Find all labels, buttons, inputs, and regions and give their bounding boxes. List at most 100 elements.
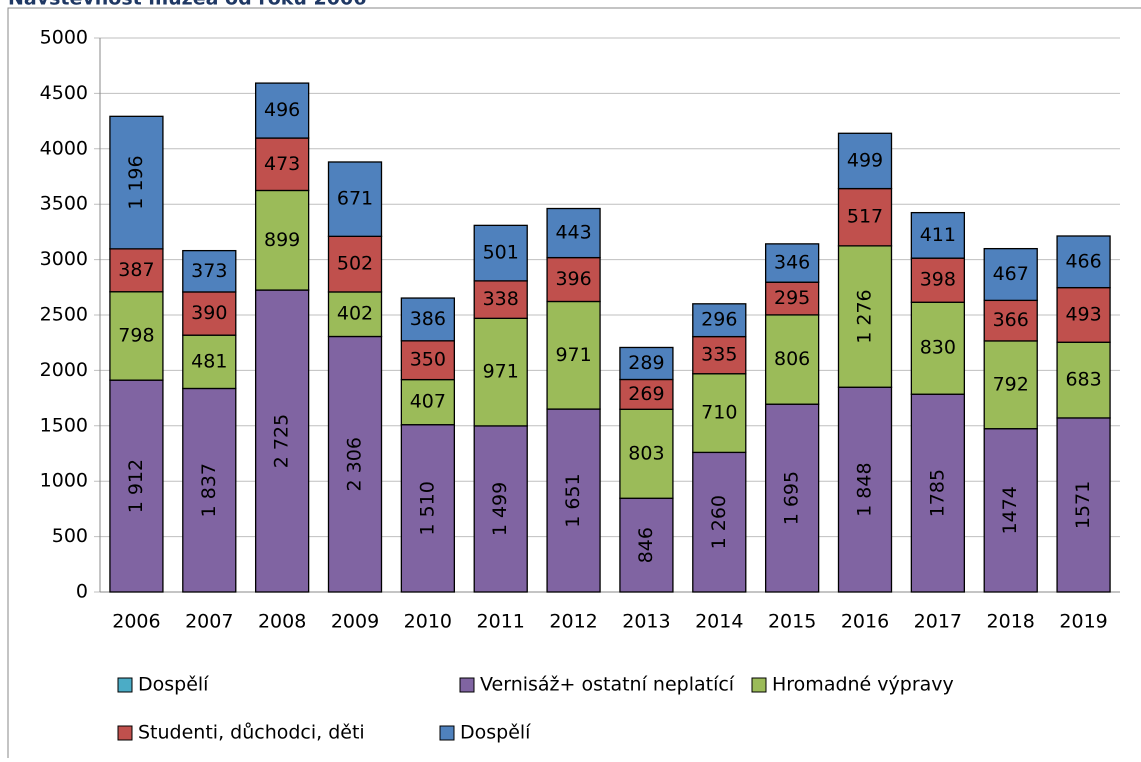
data-label: 443 <box>555 222 591 244</box>
data-label: 350 <box>410 349 446 371</box>
data-label: 346 <box>774 252 810 274</box>
data-label: 373 <box>191 260 227 282</box>
x-tick-label: 2013 <box>622 611 670 633</box>
bar-segment <box>473 224 528 282</box>
data-label: 806 <box>774 348 810 370</box>
data-label: 289 <box>628 352 664 374</box>
x-tick-label: 2011 <box>477 611 525 633</box>
data-label: 792 <box>993 373 1029 395</box>
data-label: 846 <box>635 527 657 563</box>
bar-segment <box>473 317 528 427</box>
data-label: 402 <box>337 303 373 325</box>
data-label: 710 <box>701 402 737 424</box>
data-label: 396 <box>555 268 591 290</box>
data-label: 971 <box>483 361 519 383</box>
bar-segment <box>764 243 820 283</box>
x-tick-label: 2018 <box>987 611 1035 633</box>
bar-segment <box>692 373 747 454</box>
data-label: 502 <box>337 253 373 275</box>
data-label: 496 <box>264 99 300 121</box>
bar-segment <box>109 115 164 250</box>
bar-segment <box>619 497 674 593</box>
bar-segment <box>473 280 528 319</box>
data-label: 1 695 <box>781 471 803 525</box>
bar-segment <box>910 211 966 259</box>
data-label: 411 <box>920 224 956 246</box>
bar-segment <box>1056 341 1111 419</box>
x-tick-label: 2019 <box>1059 611 1107 633</box>
bar-segment <box>546 300 601 410</box>
bar-segment <box>254 189 310 291</box>
bar-segment <box>983 340 1038 430</box>
data-label: 473 <box>264 153 300 175</box>
data-label: 683 <box>1065 369 1101 391</box>
x-tick-label: 2010 <box>404 611 452 633</box>
data-label: 1 510 <box>416 481 438 535</box>
data-label: 386 <box>410 308 446 330</box>
data-label: 1 837 <box>198 463 220 517</box>
data-label: 467 <box>993 263 1029 285</box>
chart-frame <box>7 7 1141 762</box>
bar-segment <box>400 378 456 426</box>
data-label: 398 <box>920 269 956 291</box>
bar-segment <box>910 301 966 395</box>
bar-segment <box>692 335 747 375</box>
y-tick-label: 1000 <box>40 470 88 492</box>
data-label: 517 <box>847 206 883 228</box>
data-label: 387 <box>118 259 154 281</box>
bar-segment <box>473 425 528 593</box>
legend-swatch <box>459 677 475 693</box>
bar-segment <box>1056 417 1111 593</box>
bar-segment <box>619 378 674 410</box>
data-label: 971 <box>555 344 591 366</box>
bar-segment <box>182 249 237 293</box>
bar-segment <box>182 387 237 593</box>
x-tick-label: 2007 <box>185 611 233 633</box>
y-tick-label: 2500 <box>40 304 88 326</box>
data-label: 1 276 <box>854 289 876 343</box>
y-tick-label: 0 <box>76 581 88 603</box>
bar-segment <box>619 346 674 381</box>
bar-segment <box>983 247 1038 302</box>
x-tick-label: 2014 <box>695 611 743 633</box>
bar-segment <box>327 161 383 237</box>
data-label: 390 <box>191 302 227 324</box>
bar-segment <box>254 289 310 593</box>
data-label: 499 <box>847 149 883 171</box>
data-label: 269 <box>628 383 664 405</box>
data-label: 481 <box>191 350 227 372</box>
bar-segment <box>764 403 820 593</box>
x-tick-label: 2008 <box>258 611 306 633</box>
bar-segment <box>327 291 383 338</box>
legend-label: Studenti, důchodci, děti <box>138 722 365 744</box>
bar-segment <box>546 256 601 303</box>
data-label: 1785 <box>926 469 948 517</box>
data-label: 1 848 <box>854 462 876 516</box>
legend-label: Hromadné výpravy <box>772 674 954 696</box>
bar-segment <box>400 297 456 342</box>
bar-segment <box>254 137 310 192</box>
bar-segment <box>619 408 674 499</box>
data-label: 1 912 <box>125 459 147 513</box>
legend-label: Dospělí <box>460 722 531 744</box>
y-tick-label: 3000 <box>40 248 88 270</box>
bar-segment <box>1056 286 1111 343</box>
data-label: 798 <box>118 324 154 346</box>
data-label: 366 <box>993 309 1029 331</box>
y-tick-label: 5000 <box>40 27 88 49</box>
x-tick-label: 2015 <box>768 611 816 633</box>
x-tick-label: 2006 <box>112 611 160 633</box>
data-label: 295 <box>774 287 810 309</box>
legend-swatch <box>439 725 455 741</box>
bar-segment <box>546 207 601 259</box>
y-tick-label: 3500 <box>40 193 88 215</box>
data-label: 493 <box>1065 303 1101 325</box>
data-label: 803 <box>628 442 664 464</box>
data-label: 1474 <box>999 486 1021 534</box>
bar-segment <box>254 82 310 139</box>
data-label: 2 306 <box>344 437 366 491</box>
data-label: 1 499 <box>489 482 511 536</box>
data-label: 338 <box>483 288 519 310</box>
